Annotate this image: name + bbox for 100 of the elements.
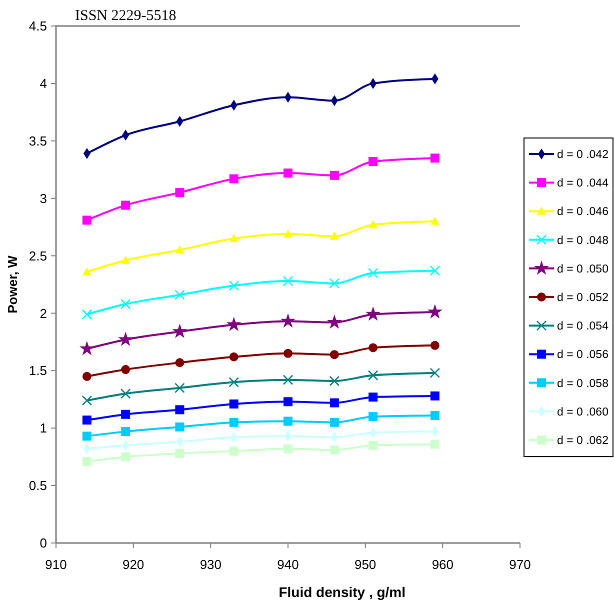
point <box>82 267 92 276</box>
point <box>329 376 340 386</box>
point <box>120 388 131 399</box>
point <box>284 348 292 358</box>
point <box>121 200 130 210</box>
point <box>118 332 134 346</box>
point <box>368 220 378 228</box>
point <box>284 416 292 426</box>
legend-label: d = 0 .052 <box>557 292 608 304</box>
point <box>329 278 340 288</box>
point <box>82 416 92 425</box>
y-tick-label: 2 <box>40 306 47 321</box>
legend-label: d = 0 .046 <box>557 206 608 218</box>
point <box>229 174 238 184</box>
point <box>368 412 378 422</box>
x-tick-label: 930 <box>200 557 222 572</box>
legend-label: d = 0 .042 <box>557 149 608 162</box>
x-tick-label: 940 <box>277 557 299 572</box>
point <box>121 410 130 419</box>
point <box>282 276 294 286</box>
point <box>284 444 292 454</box>
legend-label: d = 0 .058 <box>557 378 608 390</box>
point <box>330 170 339 180</box>
x-tick-label: 960 <box>432 557 454 572</box>
y-tick-label: 0 <box>40 536 47 551</box>
point <box>366 306 381 321</box>
point <box>330 232 339 240</box>
point <box>368 268 378 278</box>
legend-label: d = 0 .062 <box>557 435 608 448</box>
x-tick-label: 950 <box>354 557 376 572</box>
point <box>330 418 339 427</box>
legend-label: d = 0 .050 <box>557 263 608 276</box>
point <box>174 382 185 394</box>
legend-label: d = 0 .044 <box>557 178 610 190</box>
point <box>121 427 130 436</box>
y-tick-label: 3.5 <box>28 133 47 148</box>
point <box>368 370 378 380</box>
y-tick-label: 3 <box>40 190 47 206</box>
text: ISSN 2229-5518 <box>75 8 176 24</box>
point <box>82 216 92 225</box>
point <box>229 234 238 242</box>
x-tick-label: 910 <box>45 557 67 572</box>
point <box>175 246 184 254</box>
point <box>175 358 184 368</box>
point <box>229 352 238 362</box>
point <box>121 365 130 374</box>
point <box>368 392 378 402</box>
point <box>82 395 92 406</box>
point <box>79 340 94 356</box>
point <box>228 280 240 291</box>
point <box>175 405 184 414</box>
point <box>330 350 339 360</box>
point <box>175 448 184 458</box>
point <box>430 440 440 449</box>
legend-label: d = 0 .048 <box>557 234 608 247</box>
point <box>430 216 440 225</box>
point <box>284 168 292 178</box>
point <box>82 432 92 441</box>
point <box>330 398 339 408</box>
point <box>174 290 185 300</box>
point <box>430 340 440 350</box>
point <box>368 343 378 352</box>
x-tick-label: 970 <box>509 557 531 572</box>
point <box>175 422 184 432</box>
y-axis-title: Power, W <box>5 254 20 314</box>
legend-label: d = 0 .054 <box>557 320 610 333</box>
point <box>427 304 442 318</box>
point <box>121 256 130 264</box>
y-tick-label: 4.5 <box>28 18 47 34</box>
point <box>280 313 296 328</box>
point <box>226 316 242 332</box>
y-tick-label: 1.5 <box>28 363 47 378</box>
point <box>229 446 238 456</box>
point <box>121 452 130 462</box>
x-axis-title: Fluid density , g/ml <box>278 584 406 600</box>
point <box>430 410 440 420</box>
point <box>82 309 92 320</box>
point <box>326 314 342 329</box>
y-tick-label: 2.5 <box>28 248 47 264</box>
point <box>284 229 292 238</box>
y-tick-label: 4 <box>40 76 47 91</box>
point <box>228 377 240 388</box>
point <box>82 456 92 466</box>
point <box>430 368 440 378</box>
point <box>284 397 292 406</box>
y-tick-label: 0.5 <box>28 478 47 494</box>
point <box>172 324 188 338</box>
point <box>282 374 294 386</box>
point <box>229 399 238 408</box>
x-tick-label: 920 <box>122 557 144 572</box>
point <box>175 188 184 198</box>
legend-label: d = 0 .056 <box>557 349 608 362</box>
point <box>82 372 92 381</box>
point <box>430 266 440 276</box>
y-tick-label: 1 <box>40 420 47 436</box>
point <box>430 154 440 163</box>
point <box>430 391 440 400</box>
point <box>120 298 131 310</box>
point <box>368 440 378 450</box>
point <box>330 445 339 454</box>
